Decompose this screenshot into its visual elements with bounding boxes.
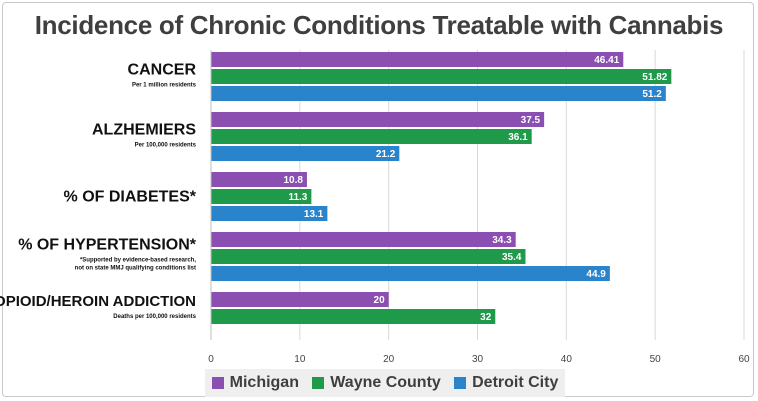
legend-swatch-wayne-county	[312, 377, 325, 389]
bar-wayne-county-4	[211, 309, 496, 324]
bar-michigan-4	[211, 292, 389, 307]
legend-swatch-michigan	[211, 377, 224, 389]
bar-value-label: 51.82	[642, 72, 667, 83]
category-sublabel-4-0: Deaths per 100,000 residents	[113, 314, 196, 320]
x-tick-label-50: 50	[650, 354, 662, 365]
x-tick-label-30: 30	[472, 354, 484, 365]
bar-value-label: 20	[374, 295, 386, 306]
bar-wayne-county-0	[211, 69, 672, 84]
legend: Michigan Wayne County Detroit City	[205, 369, 565, 397]
x-tick-label-20: 20	[383, 354, 395, 365]
bar-detroit-city-2	[211, 206, 328, 221]
bar-value-label: 35.4	[502, 252, 522, 263]
legend-item-michigan: Michigan	[211, 374, 299, 392]
bar-value-label: 21.2	[376, 149, 396, 160]
bar-value-label: 32	[480, 312, 492, 323]
category-label-2: % OF DIABETES*	[64, 189, 197, 206]
bar-michigan-2	[211, 172, 307, 187]
x-tick-label-0: 0	[208, 354, 214, 365]
bar-wayne-county-2	[211, 189, 312, 204]
legend-label-detroit-city: Detroit City	[472, 374, 559, 391]
bar-value-label: 46.41	[594, 55, 619, 66]
bar-value-label: 37.5	[521, 115, 541, 126]
legend-item-wayne-county: Wayne County	[312, 374, 441, 392]
category-sublabel-1-0: Per 100,000 residents	[135, 143, 197, 149]
bar-michigan-3	[211, 232, 516, 247]
bar-value-label: 11.3	[288, 192, 307, 203]
bar-wayne-county-1	[211, 129, 532, 144]
legend-item-detroit-city: Detroit City	[454, 374, 558, 392]
category-sublabel-3-0: *Supported by evidence-based research,	[80, 258, 196, 264]
category-label-4: OPIOID/HEROIN ADDICTION	[0, 293, 196, 310]
x-tick-label-40: 40	[561, 354, 573, 365]
bar-detroit-city-1	[211, 146, 400, 161]
category-label-1: ALZHEMIERS	[92, 122, 196, 139]
legend-label-wayne-county: Wayne County	[330, 374, 441, 391]
x-tick-label-10: 10	[294, 354, 306, 365]
bar-michigan-0	[211, 52, 624, 67]
chart-frame	[2, 2, 754, 397]
bar-value-label: 44.9	[586, 269, 606, 280]
legend-swatch-detroit-city	[454, 377, 467, 389]
legend-label-michigan: Michigan	[229, 374, 299, 391]
category-sublabel-3-1: not on state MMJ qualifying conditions l…	[75, 266, 196, 272]
bar-detroit-city-0	[211, 86, 666, 101]
bar-value-label: 10.8	[283, 175, 303, 186]
category-sublabel-0-0: Per 1 million residents	[132, 83, 197, 89]
bar-value-label: 34.3	[492, 235, 512, 246]
chart-title: Incidence of Chronic Conditions Treatabl…	[34, 10, 724, 40]
bar-value-label: 13.1	[304, 209, 324, 220]
bar-detroit-city-3	[211, 266, 610, 281]
category-label-3: % OF HYPERTENSION*	[18, 237, 197, 254]
category-label-0: CANCER	[128, 62, 197, 79]
bar-michigan-1	[211, 112, 545, 127]
bar-value-label: 51.2	[642, 89, 662, 100]
bar-value-label: 36.1	[508, 132, 528, 143]
x-tick-label-60: 60	[738, 354, 750, 365]
bar-wayne-county-3	[211, 249, 526, 264]
